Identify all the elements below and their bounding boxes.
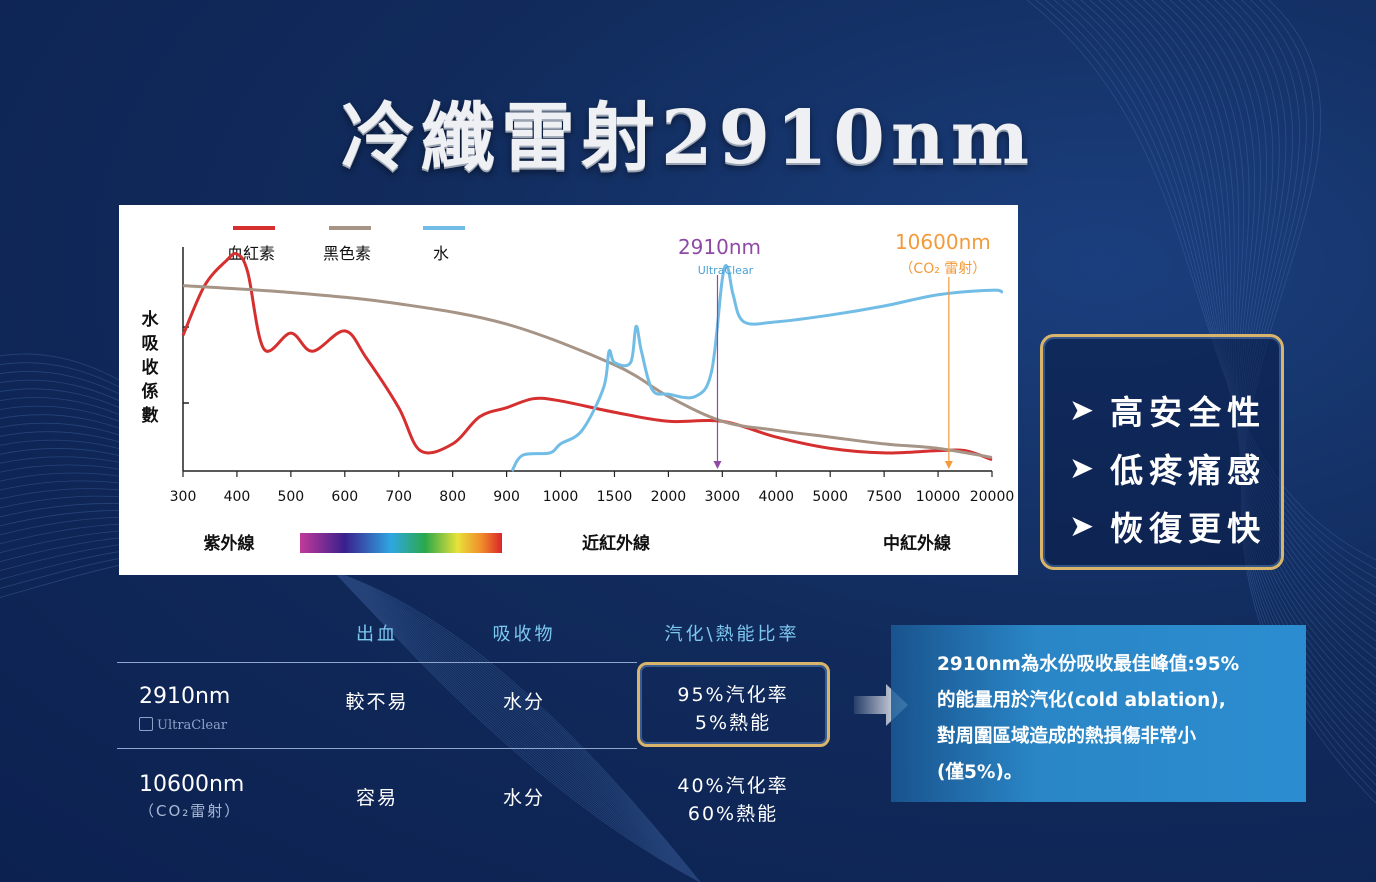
x-tick-label: 900	[493, 489, 520, 505]
y-axis-label: 數	[142, 405, 159, 426]
series-line	[510, 263, 1004, 472]
x-tick-label: 7500	[866, 489, 902, 505]
feature-label: 高安全性	[1110, 393, 1267, 432]
feature-label: 恢復更快	[1110, 509, 1267, 548]
x-tick-label: 2000	[651, 489, 687, 505]
row-name: 10600nm	[139, 772, 245, 797]
header-absorber: 吸收物	[492, 624, 556, 645]
y-axis-label: 水	[142, 309, 160, 330]
visible-spectrum-bar	[300, 533, 502, 553]
cell-ratio-line1: 95%汽化率	[677, 684, 789, 706]
spectrum-label-uv: 紫外線	[204, 533, 255, 554]
cell-bleeding: 較不易	[345, 691, 409, 713]
divider	[117, 748, 637, 749]
y-axis-label: 吸	[142, 334, 160, 354]
x-tick-label: 500	[277, 489, 304, 505]
cell-absorber: 水分	[502, 691, 545, 713]
feature-item: ➤ 低疼痛感	[1043, 439, 1281, 497]
x-tick-label: 800	[439, 489, 466, 505]
y-axis-label: 收	[142, 357, 159, 378]
x-tick-label: 5000	[812, 489, 848, 505]
y-axis-label: 係	[142, 381, 159, 402]
marker-10600-label: 10600nm	[895, 230, 991, 254]
x-tick-label: 4000	[758, 489, 794, 505]
cell-ratio-line1: 40%汽化率	[677, 775, 789, 797]
row-subtitle: （CO₂雷射）	[139, 802, 242, 820]
chart-svg: 300 400 500 600 700 800 900 1000 1500 2000 3000 400…	[142, 226, 1015, 554]
absorption-chart: 300 400 500 600 700 800 900 1000 1500 2000 3000 400…	[119, 205, 1018, 575]
x-tick-label: 3000	[705, 489, 741, 505]
ultraclear-icon	[139, 717, 153, 731]
features-panel: ➤ 高安全性 ➤ 低疼痛感 ➤ 恢復更快	[1040, 334, 1284, 570]
marker-10600-sub: （CO₂ 雷射）	[899, 261, 986, 277]
page-title: 冷纖雷射2910nm	[340, 95, 1036, 181]
x-tick-label: 600	[331, 489, 358, 505]
arrow-icon: ➤	[1069, 508, 1095, 544]
x-tick-label: 10000	[916, 489, 961, 505]
marker-2910-arrow	[713, 461, 722, 469]
header-ratio: 汽化\熱能比率	[664, 624, 800, 645]
x-tick-label: 300	[170, 489, 197, 505]
marker-10600-arrow	[944, 461, 953, 469]
series-line	[182, 284, 993, 459]
header-bleeding: 出血	[356, 624, 398, 645]
cell-absorber: 水分	[502, 787, 545, 809]
spectrum-label-nir: 近紅外線	[582, 533, 650, 554]
note-line: 的能量用於汽化(cold ablation),	[937, 690, 1226, 711]
marker-2910-label: 2910nm	[678, 235, 761, 259]
note-line: 對周圍區域造成的熱損傷非常小	[937, 726, 1197, 747]
cell-bleeding: 容易	[355, 787, 398, 809]
feature-item: ➤ 恢復更快	[1043, 497, 1281, 555]
note-line: 2910nm為水份吸收最佳峰值:95%	[937, 654, 1240, 675]
legend-label: 血紅素	[227, 244, 275, 263]
feature-item: ➤ 高安全性	[1043, 381, 1281, 439]
cell-ratio-line2: 5%熱能	[694, 712, 772, 734]
x-tick-label: 1500	[597, 489, 633, 505]
highlight-box	[637, 662, 830, 747]
divider	[117, 662, 637, 663]
arrow-icon: ➤	[1069, 392, 1095, 428]
series-line	[181, 252, 993, 462]
spectrum-label-mir: 中紅外線	[883, 533, 951, 554]
marker-2910-brand: UltraClear	[698, 264, 754, 277]
x-tick-label: 1000	[543, 489, 579, 505]
feature-label: 低疼痛感	[1110, 451, 1267, 490]
x-tick-label: 20000	[970, 489, 1015, 505]
comparison-table: 出血 吸收物 汽化\熱能比率 2910nm UltraClear 較不易 水分 …	[117, 600, 837, 850]
legend-label: 黑色素	[323, 244, 371, 263]
x-tick-label: 400	[224, 489, 251, 505]
legend-label: 水	[433, 244, 449, 263]
info-note: 2910nm為水份吸收最佳峰值:95% 的能量用於汽化(cold ablatio…	[891, 625, 1306, 802]
cell-ratio-line2: 60%熱能	[687, 803, 779, 825]
x-tick-label: 700	[385, 489, 412, 505]
note-line: (僅5%)。	[937, 762, 1023, 783]
brand-logo: UltraClear	[139, 717, 227, 733]
arrow-icon: ➤	[1069, 450, 1095, 486]
row-name: 2910nm	[139, 684, 231, 709]
